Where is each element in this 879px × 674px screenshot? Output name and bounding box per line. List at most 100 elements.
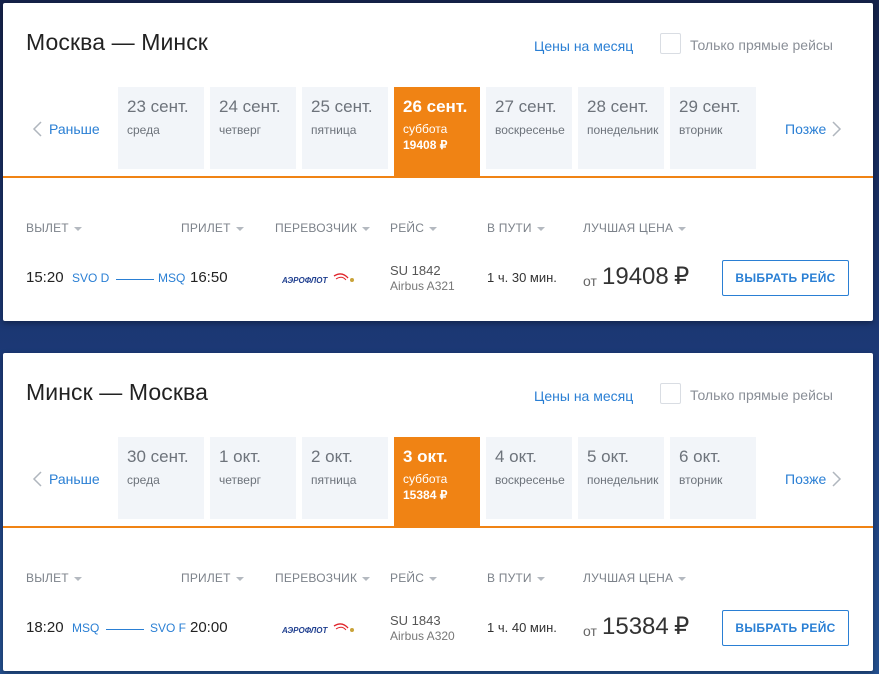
date-cell-selected[interactable]: 26 сент. суббота 19408 ₽	[394, 87, 480, 176]
date-cell[interactable]: 25 сент. пятница	[302, 87, 388, 169]
later-label: Позже	[785, 121, 827, 137]
flight-panel-return: Минск — Москва Цены на месяц Только прям…	[3, 353, 873, 671]
date-cell[interactable]: 5 окт. понедельник	[578, 437, 664, 519]
column-label: ПЕРЕВОЗЧИК	[275, 571, 358, 585]
date-cell[interactable]: 29 сент. вторник	[670, 87, 756, 169]
date-cell[interactable]: 4 окт. воскресенье	[486, 437, 572, 519]
earlier-label: Раньше	[49, 121, 100, 137]
date-day: 23 сент.	[127, 97, 189, 116]
date-selector: 30 сент. среда 1 окт. четверг 2 окт. пят…	[118, 437, 762, 526]
date-weekday: пятница	[311, 123, 357, 137]
date-cell[interactable]: 24 сент. четверг	[210, 87, 296, 169]
column-header-flight[interactable]: РЕЙС	[390, 571, 438, 585]
sort-caret-icon	[73, 576, 82, 581]
date-cell[interactable]: 23 сент. среда	[118, 87, 204, 169]
date-weekday: вторник	[679, 123, 723, 137]
currency-symbol: ₽	[674, 613, 690, 640]
departure-airport: MSQ	[72, 621, 100, 635]
select-flight-button[interactable]: ВЫБРАТЬ РЕЙС	[722, 260, 849, 296]
date-weekday: суббота	[403, 122, 448, 136]
column-header-carrier[interactable]: ПЕРЕВОЗЧИК	[275, 221, 371, 235]
date-weekday: среда	[127, 123, 160, 137]
column-header-carrier[interactable]: ПЕРЕВОЗЧИК	[275, 571, 371, 585]
date-day: 1 окт.	[219, 447, 261, 466]
direct-flights-label[interactable]: Только прямые рейсы	[690, 387, 833, 403]
route-line	[106, 629, 144, 630]
column-label: ПРИЛЕТ	[181, 571, 231, 585]
date-cell[interactable]: 27 сент. воскресенье	[486, 87, 572, 169]
best-price: 15384	[602, 613, 669, 640]
date-cell[interactable]: 30 сент. среда	[118, 437, 204, 519]
flight-number: SU 1842	[390, 263, 441, 278]
divider	[3, 526, 873, 528]
sort-caret-icon	[429, 226, 438, 231]
later-label: Позже	[785, 471, 827, 487]
column-header-duration[interactable]: В ПУТИ	[487, 571, 545, 585]
arrival-airport: MSQ	[158, 271, 186, 285]
column-header-arrival[interactable]: ПРИЛЕТ	[181, 221, 244, 235]
column-header-price[interactable]: ЛУЧШАЯ ЦЕНА	[583, 571, 687, 585]
month-prices-link[interactable]: Цены на месяц	[534, 38, 634, 54]
date-cell[interactable]: 6 окт. вторник	[670, 437, 756, 519]
later-dates-button[interactable]: Позже	[785, 121, 844, 137]
departure-airport: SVO D	[72, 271, 110, 285]
column-label: В ПУТИ	[487, 571, 532, 585]
direct-flights-label[interactable]: Только прямые рейсы	[690, 37, 833, 53]
sort-caret-icon	[536, 576, 545, 581]
date-weekday: четверг	[219, 473, 261, 487]
date-weekday: среда	[127, 473, 160, 487]
direct-flights-checkbox[interactable]	[660, 383, 681, 404]
date-day: 24 сент.	[219, 97, 281, 116]
date-day: 28 сент.	[587, 97, 649, 116]
divider	[3, 176, 873, 178]
best-price: 19408	[602, 263, 669, 290]
route-title: Минск — Москва	[26, 379, 208, 405]
arrival-time: 16:50	[190, 269, 228, 286]
column-label: ЛУЧШАЯ ЦЕНА	[583, 571, 674, 585]
flight-panel-outbound: Москва — Минск Цены на месяц Только прям…	[3, 3, 873, 321]
column-header-departure[interactable]: ВЫЛЕТ	[26, 571, 82, 585]
later-dates-button[interactable]: Позже	[785, 471, 844, 487]
column-label: РЕЙС	[390, 221, 425, 235]
earlier-dates-button[interactable]: Раньше	[30, 471, 100, 487]
date-cell[interactable]: 1 окт. четверг	[210, 437, 296, 519]
chevron-right-icon	[832, 121, 842, 137]
date-day: 2 окт.	[311, 447, 353, 466]
sort-caret-icon	[235, 226, 244, 231]
sort-caret-icon	[362, 226, 371, 231]
date-day: 30 сент.	[127, 447, 189, 466]
direct-flights-checkbox[interactable]	[660, 33, 681, 54]
date-cell[interactable]: 2 окт. пятница	[302, 437, 388, 519]
column-header-arrival[interactable]: ПРИЛЕТ	[181, 571, 244, 585]
column-header-flight[interactable]: РЕЙС	[390, 221, 438, 235]
date-weekday: четверг	[219, 123, 261, 137]
carrier-logo: АЭРОФЛОТ	[282, 273, 354, 285]
column-header-price[interactable]: ЛУЧШАЯ ЦЕНА	[583, 221, 687, 235]
date-weekday: воскресенье	[495, 123, 565, 137]
month-prices-link[interactable]: Цены на месяц	[534, 388, 634, 404]
select-flight-button[interactable]: ВЫБРАТЬ РЕЙС	[722, 610, 849, 646]
date-day: 4 окт.	[495, 447, 537, 466]
carrier-name: АЭРОФЛОТ	[282, 276, 328, 285]
date-day: 27 сент.	[495, 97, 557, 116]
column-header-departure[interactable]: ВЫЛЕТ	[26, 221, 82, 235]
departure-time: 15:20	[26, 269, 64, 286]
date-selector: 23 сент. среда 24 сент. четверг 25 сент.…	[118, 87, 762, 176]
date-cell-selected[interactable]: 3 окт. суббота 15384 ₽	[394, 437, 480, 526]
sort-caret-icon	[235, 576, 244, 581]
date-cell[interactable]: 28 сент. понедельник	[578, 87, 664, 169]
route-title: Москва — Минск	[26, 29, 208, 55]
arrival-time: 20:00	[190, 619, 228, 636]
column-header-duration[interactable]: В ПУТИ	[487, 221, 545, 235]
earlier-label: Раньше	[49, 471, 100, 487]
column-label: ЛУЧШАЯ ЦЕНА	[583, 221, 674, 235]
column-label: РЕЙС	[390, 571, 425, 585]
earlier-dates-button[interactable]: Раньше	[30, 121, 100, 137]
sort-caret-icon	[678, 576, 687, 581]
date-day: 5 окт.	[587, 447, 629, 466]
currency-symbol: ₽	[674, 263, 690, 290]
chevron-right-icon	[832, 471, 842, 487]
date-weekday: понедельник	[587, 123, 659, 137]
sort-caret-icon	[362, 576, 371, 581]
flight-duration: 1 ч. 30 мин.	[487, 270, 557, 285]
